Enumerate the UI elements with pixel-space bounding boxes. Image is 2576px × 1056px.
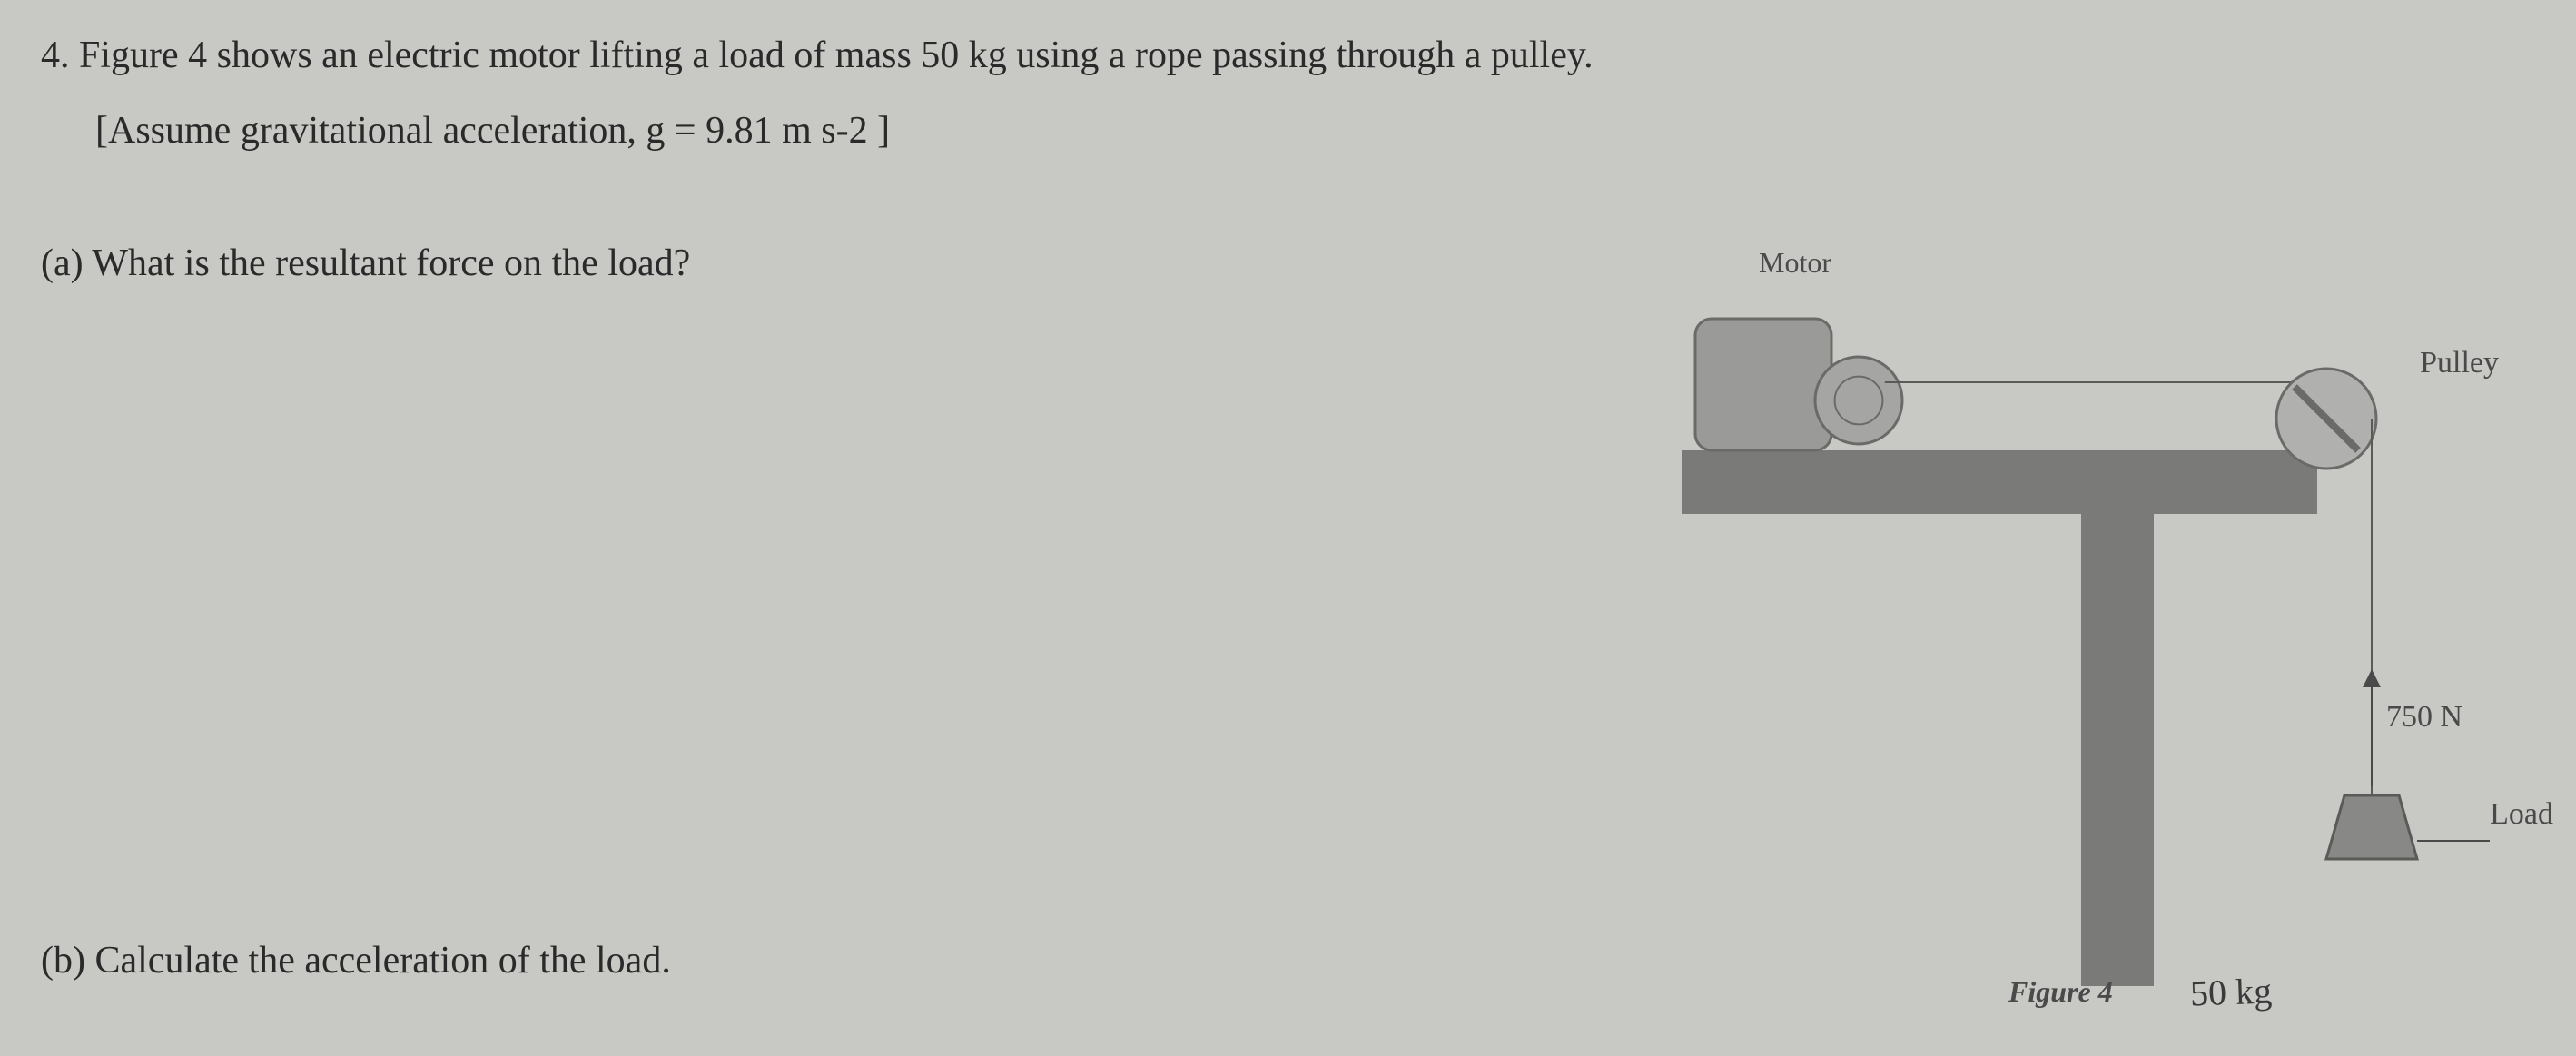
handwritten-mass: 50 kg <box>2189 969 2273 1014</box>
pulley-diagram <box>1536 242 2535 1013</box>
figure-area: Motor Pulley 750 N Load Figure 4 50 kg <box>1536 242 2535 1013</box>
figure-caption: Figure 4 <box>2008 975 2113 1009</box>
left-column: (a) What is the resultant force on the l… <box>41 242 1536 982</box>
question-number: 4. <box>41 35 70 76</box>
question-text: Figure 4 shows an electric motor lifting… <box>79 35 1594 76</box>
force-label: 750 N <box>2386 700 2462 735</box>
question-stem: 4. Figure 4 shows an electric motor lift… <box>41 27 2535 84</box>
pulley-label: Pulley <box>2420 346 2499 380</box>
content-row: (a) What is the resultant force on the l… <box>41 242 2535 1013</box>
load-label: Load <box>2490 797 2553 832</box>
motor-label: Motor <box>1759 246 1831 280</box>
part-a: (a) What is the resultant force on the l… <box>41 242 1536 285</box>
question-assumption: [Assume gravitational acceleration, g = … <box>95 103 2535 160</box>
part-b: (b) Calculate the acceleration of the lo… <box>41 939 1536 982</box>
